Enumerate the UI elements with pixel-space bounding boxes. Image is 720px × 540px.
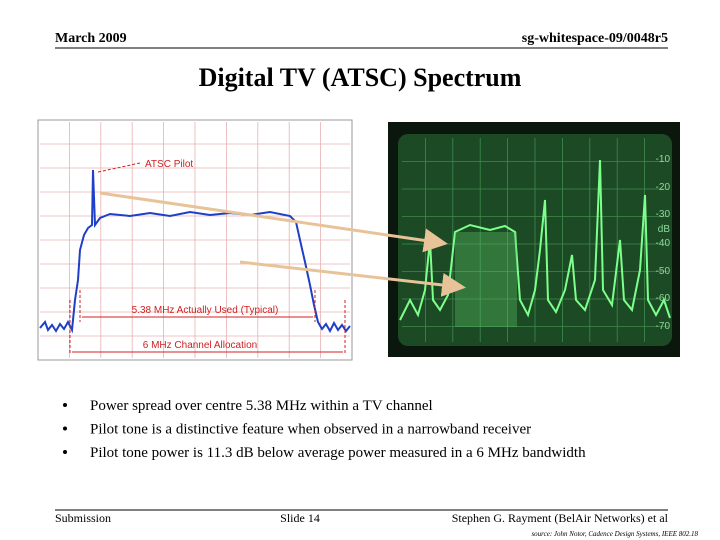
footer-right: Stephen G. Rayment (BelAir Networks) et …: [452, 511, 669, 525]
scope-scale-label: -10: [656, 154, 671, 165]
pointer-arrow: [99, 191, 448, 253]
bullet-text: Power spread over centre 5.38 MHz within…: [90, 398, 433, 414]
used-label: 5.38 MHz Actually Used (Typical): [132, 305, 279, 316]
scope-scale-label: -50: [656, 266, 671, 277]
bullet-dot: [63, 450, 67, 454]
allocation-label: 6 MHz Channel Allocation: [143, 340, 258, 351]
bullet-text: Pilot tone is a distinctive feature when…: [90, 422, 531, 438]
bullet-list: Power spread over centre 5.38 MHz within…: [63, 398, 586, 461]
scope-scale-label: -70: [656, 321, 671, 332]
scope-scale-label: dB: [658, 224, 671, 235]
footer-source: source: John Notor, Cadence Design Syste…: [531, 530, 698, 538]
scope-scale-label: -20: [656, 182, 671, 193]
scope-figure: -10 -20 -30 dB -40 -50 -60 -70: [388, 122, 680, 357]
spectrum-figure: ATSC Pilot 5.38 MHz Actually Used (Typic…: [37, 119, 353, 361]
bullet-dot: [63, 426, 67, 431]
slide-title: Digital TV (ATSC) Spectrum: [199, 63, 522, 92]
scope-scale-label: -60: [656, 293, 671, 304]
scope-signal-band: [455, 232, 517, 327]
header-doc-id: sg-whitespace-09/0048r5: [522, 31, 668, 46]
bullet-dot: [63, 403, 67, 407]
spectrum-trace: [39, 169, 351, 334]
footer-left: Submission: [55, 511, 111, 525]
scope-trace: [399, 159, 671, 321]
figure-grid: [40, 122, 350, 358]
pilot-pointer: [97, 162, 141, 173]
header-date: March 2009: [55, 31, 127, 46]
bullet-text: Pilot tone power is 11.3 dB below averag…: [90, 445, 586, 461]
footer-center: Slide 14: [280, 511, 320, 525]
pointer-arrow: [239, 260, 466, 297]
scope-scale: -10 -20 -30 dB -40 -50 -60 -70: [656, 154, 671, 332]
scope-scale-label: -30: [656, 209, 671, 220]
scope-scale-label: -40: [656, 238, 671, 249]
pilot-label: ATSC Pilot: [145, 159, 193, 170]
